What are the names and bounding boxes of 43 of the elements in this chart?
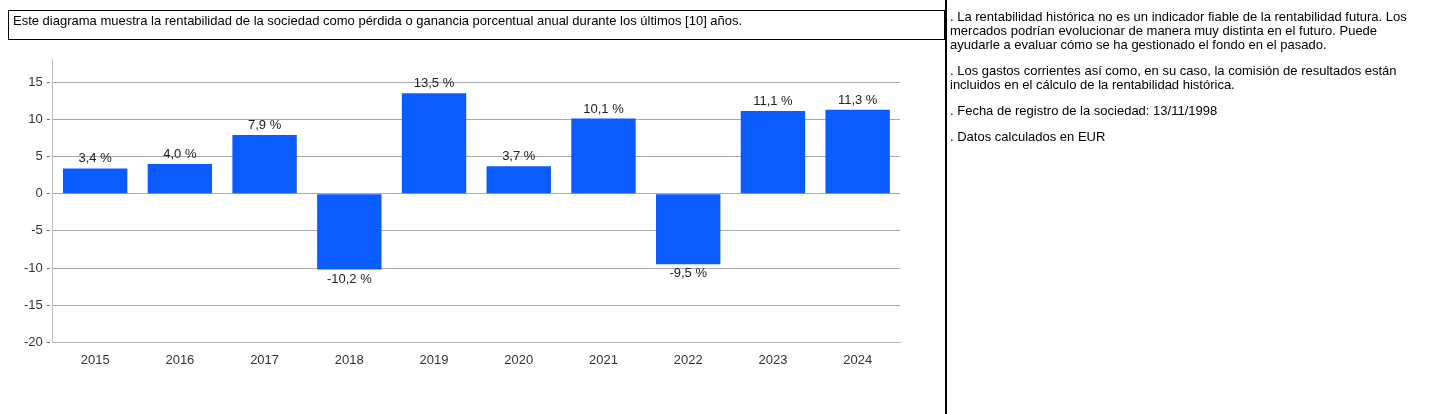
- data-label: -9,5 %: [669, 265, 708, 281]
- bar: [571, 118, 636, 194]
- chart-title: Este diagrama muestra la rentabilidad de la sociedad como pérdida o ganancia porcentual anual durante los últimos [10] años.: [8, 10, 945, 40]
- bar: [147, 163, 213, 194]
- y-tick-label: -15: [23, 296, 43, 312]
- data-label: -10,2 %: [326, 270, 373, 286]
- data-label: 7,9 %: [247, 116, 282, 132]
- x-tick-label: 2024: [843, 351, 873, 367]
- text: . Fecha de registro de la sociedad: 13/11/1998: [950, 103, 1219, 118]
- y-tick-label: -10: [23, 259, 43, 275]
- x-tick-label: 2016: [165, 351, 195, 367]
- data-label: 4,0 %: [163, 145, 197, 161]
- data-label: 3,4 %: [78, 150, 113, 166]
- bar: [62, 168, 128, 194]
- data-label: 11,3 %: [837, 91, 878, 107]
- bar: [825, 109, 890, 194]
- x-tick-label: 2017: [250, 351, 280, 367]
- x-tick-label: 2019: [419, 351, 449, 367]
- x-tick-label: 2020: [504, 351, 534, 367]
- y-tick-label: 5: [35, 148, 43, 164]
- bar: [740, 111, 806, 194]
- data-label: 11,1 %: [753, 93, 794, 109]
- x-tick-label: 2021: [589, 351, 618, 367]
- text: . La rentabilidad histórica no es un indicador fiable de la rentabilidad futura. Los mercados podrían evolucionar de manera muy distinta en el futuro. Puede ayudarle a evaluar cómo se ha gestionado el fondo en el pasado.: [950, 9, 1408, 52]
- bar: [486, 166, 551, 194]
- text: . Datos calculados en EUR: [950, 129, 1107, 144]
- bar: [317, 194, 382, 270]
- x-tick-label: 2015: [80, 351, 110, 367]
- x-tick-label: 2023: [758, 351, 788, 367]
- bar: [401, 93, 467, 194]
- data-label: 13,5 %: [413, 75, 455, 91]
- data-label: 3,7 %: [502, 148, 536, 164]
- bar: [656, 194, 721, 265]
- data-label: 10,1 %: [583, 100, 625, 116]
- y-tick-label: 15: [28, 73, 43, 89]
- y-tick-label: 0: [35, 185, 43, 201]
- x-tick-label: 2018: [334, 351, 364, 367]
- x-tick-label: 2022: [673, 351, 703, 367]
- y-tick-label: -5: [31, 222, 43, 238]
- y-tick-label: 10: [28, 110, 43, 126]
- y-tick-label: -20: [23, 333, 43, 349]
- bar: [232, 134, 297, 194]
- text: . Los gastos corrientes así como, en su caso, la comisión de resultados están incluidos en el cálculo de la rentabilidad histórica.: [950, 63, 1398, 92]
